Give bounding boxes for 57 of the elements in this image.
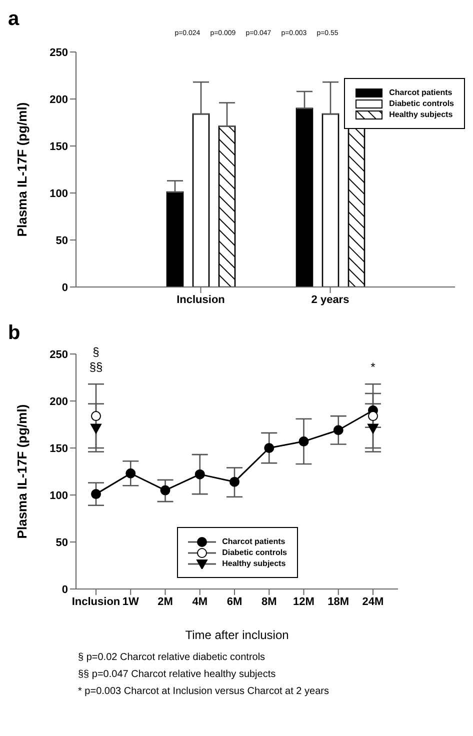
point xyxy=(126,468,136,478)
point xyxy=(194,469,205,480)
y-tick-label: 200 xyxy=(50,396,68,408)
x-tick-label: 18M xyxy=(328,596,350,608)
chart-title: a xyxy=(8,8,20,30)
y-axis-title: Plasma IL-17F (pg/ml) xyxy=(14,102,30,237)
y-tick-label: 0 xyxy=(62,584,68,596)
point xyxy=(298,436,309,446)
text: * p=0.003 Charcot at Inclusion versus Charcot at 2 years xyxy=(78,686,330,697)
y-tick-label: 200 xyxy=(50,94,68,106)
bar xyxy=(192,113,210,287)
annotation: * xyxy=(370,360,376,374)
x-tick-label: 1W xyxy=(122,596,140,608)
x-tick-label: 6M xyxy=(226,596,242,608)
y-tick-label: 150 xyxy=(50,140,68,153)
bar xyxy=(218,126,236,287)
y-tick-label: 50 xyxy=(56,536,68,549)
legend-label: Charcot patients xyxy=(222,537,286,546)
x-tick-label: 2M xyxy=(158,596,173,608)
bar xyxy=(322,113,340,287)
y-axis-title: Plasma IL-17F (pg/ml) xyxy=(14,404,30,539)
text: § p=0.02 Charcot relative diabetic controls xyxy=(78,652,266,663)
bar xyxy=(166,191,184,287)
x-axis-title: Time after inclusion xyxy=(185,628,289,642)
y-tick-label: 100 xyxy=(50,188,68,200)
x-tick-label: 2 years xyxy=(311,294,350,306)
y-tick-label: 0 xyxy=(62,282,68,294)
point xyxy=(91,489,101,500)
point xyxy=(264,443,274,453)
point xyxy=(90,424,102,434)
point xyxy=(160,485,170,496)
annotation: § xyxy=(92,345,100,360)
legend-label: Charcot patients xyxy=(389,88,452,97)
legend-label: Diabetic controls xyxy=(389,99,454,108)
y-tick-label: 250 xyxy=(50,46,68,59)
x-tick-label: Inclusion xyxy=(176,294,226,306)
point xyxy=(333,425,344,436)
legend-label: Healthy subjects xyxy=(389,110,453,119)
x-tick-label: Inclusion xyxy=(72,596,120,608)
y-tick-label: 50 xyxy=(56,234,68,247)
legend-label: Diabetic controls xyxy=(222,548,287,557)
x-tick-label: 24M xyxy=(362,596,384,608)
y-tick-label: 250 xyxy=(50,348,68,361)
bar xyxy=(296,108,314,287)
x-tick-label: 12M xyxy=(293,596,314,608)
point xyxy=(230,476,240,487)
x-tick-label: 4M xyxy=(192,596,208,608)
point xyxy=(368,411,378,422)
annotation: §§ xyxy=(89,360,103,374)
text: §§ p=0.047 Charcot relative healthy subjects xyxy=(78,669,277,680)
point xyxy=(91,411,101,422)
y-tick-label: 100 xyxy=(50,490,68,502)
point xyxy=(368,424,378,434)
y-tick-label: 150 xyxy=(50,442,68,455)
x-tick-label: 8M xyxy=(261,596,277,608)
legend-label: Healthy subjects xyxy=(222,559,286,568)
chart-title: b xyxy=(8,322,22,344)
